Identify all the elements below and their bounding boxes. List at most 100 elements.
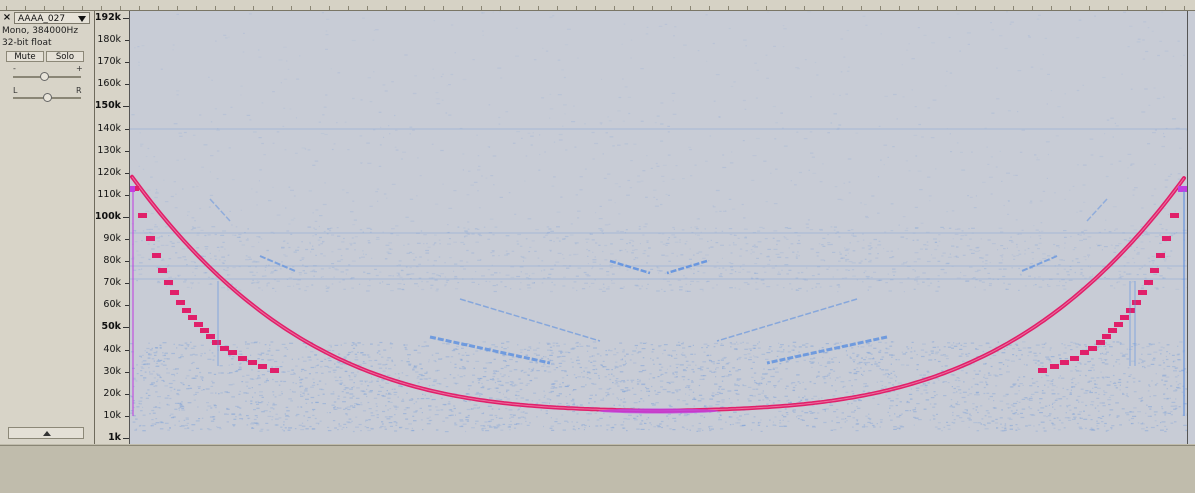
noise-speck: [184, 420, 186, 421]
noise-speck: [587, 377, 589, 378]
noise-speck: [405, 419, 408, 420]
noise-speck: [990, 358, 992, 359]
noise-speck: [287, 286, 291, 287]
noise-speck: [254, 392, 255, 393]
noise-speck: [180, 356, 184, 357]
noise-speck: [337, 227, 339, 228]
frequency-tick: [125, 40, 129, 41]
noise-speck: [345, 122, 347, 123]
noise-speck: [639, 414, 642, 415]
noise-speck: [952, 412, 953, 413]
pan-slider-knob[interactable]: [43, 93, 52, 102]
noise-speck: [1146, 346, 1149, 347]
noise-speck: [363, 363, 367, 364]
noise-speck: [578, 268, 582, 269]
noise-speck: [632, 250, 635, 251]
noise-speck: [238, 369, 240, 370]
noise-speck: [780, 378, 783, 379]
noise-speck: [603, 284, 604, 285]
noise-speck: [926, 392, 929, 393]
noise-speck: [556, 345, 560, 346]
noise-speck: [1107, 399, 1111, 400]
noise-speck: [1123, 373, 1125, 374]
noise-speck: [966, 356, 969, 357]
noise-speck: [161, 260, 163, 261]
noise-speck: [951, 246, 954, 247]
noise-speck: [551, 363, 554, 364]
noise-speck: [934, 249, 937, 250]
noise-speck: [185, 343, 188, 344]
noise-speck: [1042, 280, 1044, 281]
noise-speck: [945, 365, 948, 366]
noise-speck: [971, 343, 974, 344]
track-name-menu-button[interactable]: AAAA_027: [14, 12, 90, 24]
close-track-icon[interactable]: ×: [2, 13, 12, 23]
noise-speck: [500, 373, 502, 374]
noise-speck: [694, 268, 695, 269]
noise-speck: [573, 426, 575, 427]
spectrogram-canvas: [130, 11, 1187, 444]
noise-speck: [240, 354, 242, 355]
noise-speck: [346, 421, 349, 422]
noise-speck: [976, 406, 978, 407]
noise-speck: [181, 425, 185, 426]
noise-speck: [1156, 383, 1158, 384]
noise-speck: [465, 352, 466, 353]
noise-speck: [439, 256, 440, 257]
noise-speck: [154, 352, 158, 353]
noise-speck: [1076, 370, 1079, 371]
noise-speck: [922, 272, 926, 273]
noise-speck: [606, 369, 610, 370]
noise-speck: [139, 274, 143, 275]
noise-speck: [1097, 405, 1099, 406]
solo-button[interactable]: Solo: [46, 51, 84, 62]
noise-speck: [1019, 383, 1023, 384]
noise-speck: [1175, 405, 1178, 406]
noise-speck: [1023, 385, 1024, 386]
noise-speck: [890, 378, 893, 379]
mute-button[interactable]: Mute: [6, 51, 44, 62]
noise-speck: [428, 247, 431, 248]
noise-speck: [420, 408, 422, 409]
noise-speck: [495, 346, 498, 347]
noise-speck: [1035, 284, 1037, 285]
noise-speck: [401, 401, 404, 402]
noise-speck: [946, 263, 949, 264]
noise-speck: [962, 230, 964, 231]
noise-speck: [934, 359, 936, 360]
noise-speck: [281, 261, 283, 262]
noise-speck: [159, 281, 160, 282]
timeline-ruler[interactable]: [0, 0, 1195, 11]
noise-speck: [779, 380, 780, 381]
noise-speck: [460, 242, 463, 243]
collapse-track-button[interactable]: [8, 427, 84, 439]
timeline-tick: [44, 6, 45, 10]
noise-speck: [334, 377, 336, 378]
noise-speck: [854, 379, 857, 380]
noise-speck: [646, 342, 647, 343]
noise-speck: [332, 267, 335, 268]
noise-speck: [702, 258, 705, 259]
noise-speck: [218, 372, 222, 373]
noise-speck: [1092, 404, 1094, 405]
noise-speck: [932, 407, 935, 408]
noise-speck: [988, 239, 991, 240]
noise-speck: [719, 117, 721, 118]
noise-speck: [806, 267, 807, 268]
noise-speck: [773, 402, 775, 403]
spectrogram-view[interactable]: [130, 11, 1187, 444]
noise-speck: [186, 417, 189, 418]
noise-speck: [593, 384, 597, 385]
noise-speck: [766, 384, 767, 385]
noise-speck: [322, 241, 325, 242]
noise-speck: [352, 201, 354, 202]
noise-speck: [870, 423, 873, 424]
noise-speck: [289, 343, 293, 344]
gain-slider-knob[interactable]: [40, 72, 49, 81]
timeline-tick: [253, 6, 254, 10]
noise-speck: [436, 289, 439, 290]
noise-speck: [526, 355, 529, 356]
noise-speck: [659, 423, 661, 424]
noise-speck: [715, 376, 716, 377]
noise-speck: [379, 354, 380, 355]
